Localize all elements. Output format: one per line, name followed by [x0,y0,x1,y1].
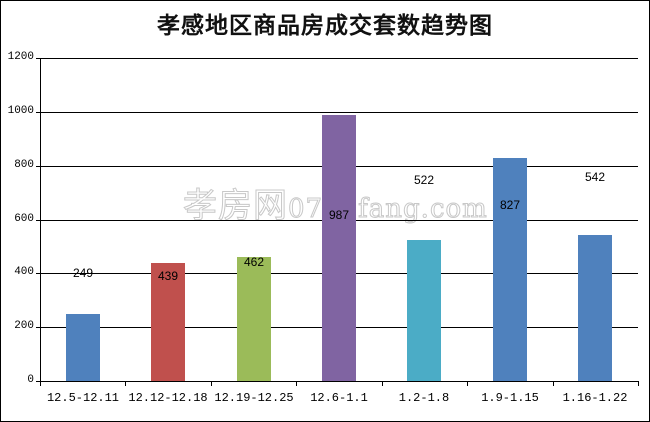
x-tick-mark [553,381,554,386]
x-tick-mark [40,381,41,386]
x-axis [40,381,638,382]
y-tick-label: 400 [14,266,34,278]
x-tick-mark [467,381,468,386]
watermark-site: 0712fang.com [288,194,488,225]
y-tick-mark [36,58,40,59]
x-tick-mark [382,381,383,386]
y-tick-mark [36,273,40,274]
x-tick-mark [211,381,212,386]
watermark-brand: 孝房网 [183,186,288,227]
y-tick-label: 0 [27,374,34,386]
value-label: 522 [413,173,435,187]
value-label: 249 [72,266,94,280]
gridline [40,112,638,113]
y-tick-label: 1200 [7,51,34,63]
watermark: 孝房网0712fang.com [183,178,488,227]
x-tick-label: 12.5-12.11 [46,391,119,405]
bar-12.5-12.11[interactable] [66,314,100,381]
value-label: 827 [499,198,521,212]
bar-1.2-1.8[interactable] [407,240,441,381]
y-tick-mark [36,381,40,382]
x-tick-mark [125,381,126,386]
x-tick-label: 1.2-1.8 [398,391,450,405]
value-label: 987 [328,208,350,222]
y-tick-mark [36,112,40,113]
x-tick-mark [638,381,639,386]
x-tick-label: 1.9-1.15 [481,391,539,405]
gridline [40,58,638,59]
bar-1.16-1.22[interactable] [578,235,612,381]
bar-12.12-12.18[interactable] [151,263,185,381]
x-tick-label: 12.6-1.1 [310,391,368,405]
y-tick-label: 600 [14,213,34,225]
y-tick-label: 800 [14,159,34,171]
y-tick-mark [36,220,40,221]
x-tick-label: 12.12-12.18 [128,391,208,405]
x-tick-label: 1.16-1.22 [562,391,628,405]
bar-12.19-12.25[interactable] [237,257,271,381]
y-tick-label: 200 [14,320,34,332]
x-tick-label: 12.19-12.25 [214,391,294,405]
y-tick-mark [36,166,40,167]
chart-title: 孝感地区商品房成交套数趋势图 [157,12,493,39]
bar-12.6-1.1[interactable] [322,115,356,381]
x-tick-mark [296,381,297,386]
y-axis [40,58,41,386]
y-tick-label: 1000 [7,105,34,117]
bar-1.9-1.15[interactable] [493,158,527,381]
plot-area: 0 200 400 600 800 1000 1200 249 12.5-12.11 439 12.… [8,51,639,405]
value-label: 439 [157,269,179,283]
value-label: 542 [584,170,606,184]
value-label: 462 [243,255,265,269]
y-tick-mark [36,327,40,328]
